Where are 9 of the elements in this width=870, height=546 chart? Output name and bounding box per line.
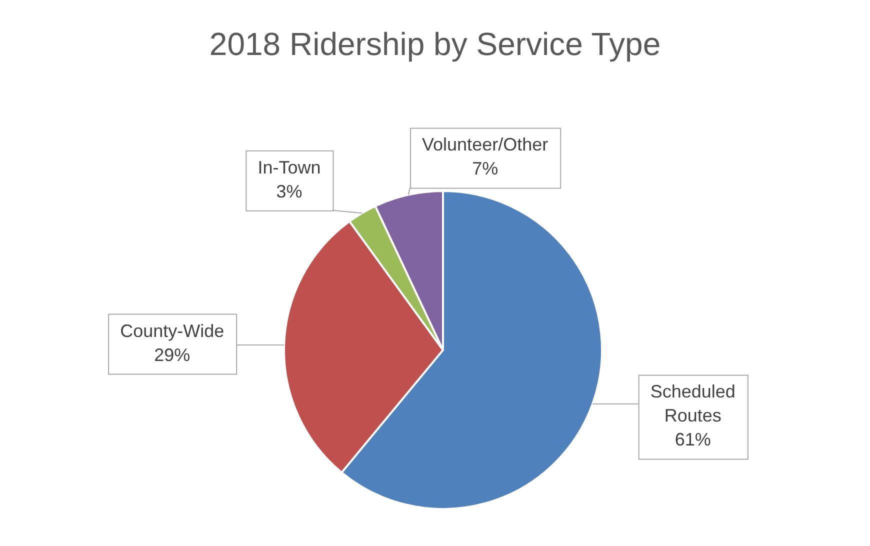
- data-label: 29%: [154, 344, 190, 365]
- chart-title: 2018 Ridership by Service Type: [209, 26, 661, 62]
- data-label: 7%: [472, 158, 498, 179]
- slice-label: In-Town: [258, 157, 321, 178]
- data-label: 3%: [276, 181, 302, 202]
- data-label: 61%: [674, 430, 711, 450]
- slice-label: County-Wide: [120, 320, 224, 341]
- slice-label: Volunteer/Other: [422, 134, 548, 155]
- slice-label: Scheduled Routes: [650, 382, 736, 426]
